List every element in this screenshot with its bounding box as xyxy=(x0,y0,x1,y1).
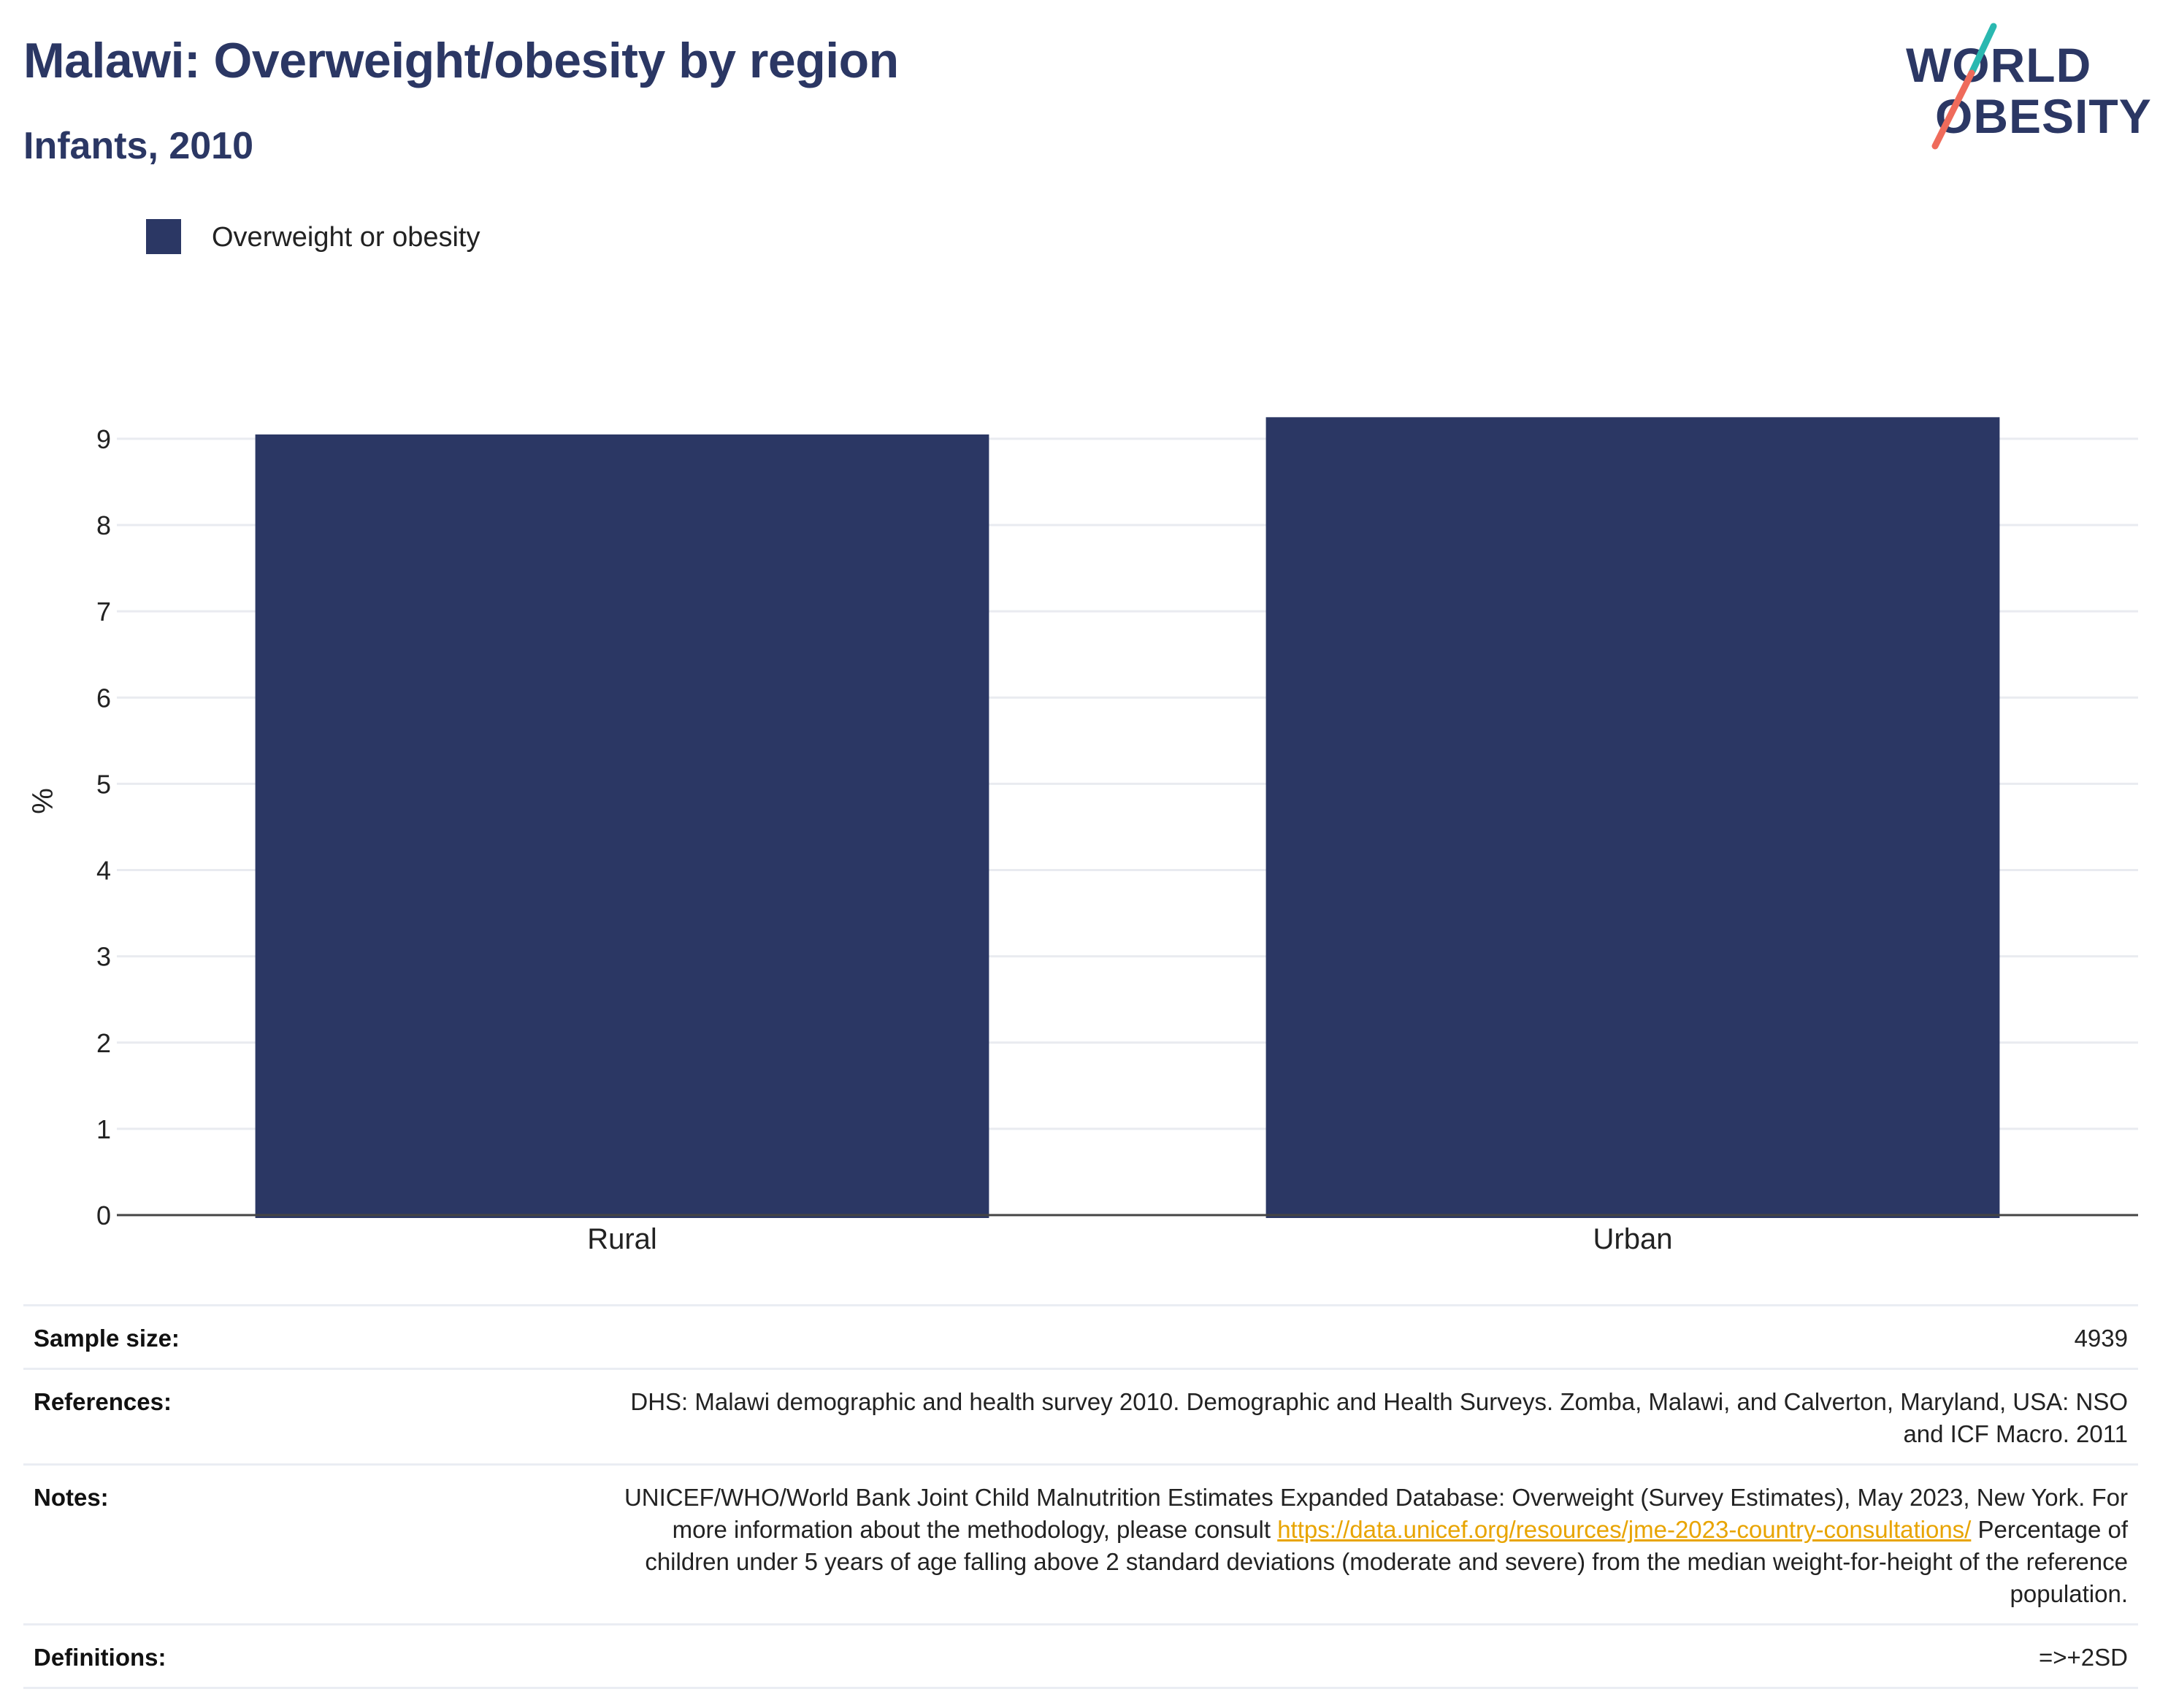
references-label: References: xyxy=(34,1388,172,1415)
logo-word-obesity: OBESITY xyxy=(1935,89,2152,143)
y-tick-label: 2 xyxy=(96,1028,111,1058)
y-tick-label: 8 xyxy=(96,510,111,540)
sample-size-label: Sample size: xyxy=(34,1325,180,1352)
chart-footer: Sample size: 4939 References: DHS: Malaw… xyxy=(23,1304,2138,1689)
logo-word-world: WORLD xyxy=(1906,38,2092,92)
notes-label: Notes: xyxy=(34,1484,109,1511)
y-tick-label: 3 xyxy=(96,942,111,972)
footer-row-references: References: DHS: Malawi demographic and … xyxy=(23,1368,2138,1463)
y-axis-title: % xyxy=(27,788,59,814)
bar-rural xyxy=(255,434,989,1218)
footer-row-notes: Notes: UNICEF/WHO/World Bank Joint Child… xyxy=(23,1463,2138,1623)
bar-urban xyxy=(1265,417,2000,1218)
y-tick-label: 5 xyxy=(96,769,111,799)
y-tick-label: 9 xyxy=(96,424,111,454)
legend-label: Overweight or obesity xyxy=(212,222,480,253)
methodology-link[interactable]: https://data.unicef.org/resources/jme-20… xyxy=(1277,1516,1972,1543)
definitions-value: =>+2SD xyxy=(2038,1644,2128,1671)
x-tick-label: Rural xyxy=(587,1223,657,1255)
definitions-label: Definitions: xyxy=(34,1644,166,1671)
y-tick-label: 7 xyxy=(96,597,111,627)
bar-chart: 0 1 2 3 4 5 6 7 8 9% Rural Urban xyxy=(27,417,2138,1255)
logo-slash-icon xyxy=(1931,23,1997,150)
y-tick-label: 0 xyxy=(96,1200,111,1230)
chart-title: Malawi: Overweight/obesity by region xyxy=(23,33,899,88)
notes-value: UNICEF/WHO/World Bank Joint Child Malnut… xyxy=(609,1482,2128,1610)
y-tick-label: 6 xyxy=(96,683,111,713)
y-tick-label: 1 xyxy=(96,1114,111,1144)
notes-text-before: UNICEF/WHO/World Bank Joint Child Malnut… xyxy=(624,1484,2128,1543)
footer-row-sample-size: Sample size: 4939 xyxy=(23,1304,2138,1368)
x-tick-label: Urban xyxy=(1593,1223,1673,1255)
sample-size-value: 4939 xyxy=(2074,1325,2128,1352)
footer-row-definitions: Definitions: =>+2SD xyxy=(23,1623,2138,1689)
chart-subtitle: Infants, 2010 xyxy=(23,125,254,167)
notes-text-after: Percentage of children under 5 years of … xyxy=(645,1516,2128,1607)
y-tick-label: 4 xyxy=(96,856,111,886)
world-obesity-logo: WORLD OBESITY xyxy=(1906,22,2151,153)
references-value: DHS: Malawi demographic and health surve… xyxy=(630,1388,2128,1447)
legend-swatch xyxy=(146,219,181,254)
